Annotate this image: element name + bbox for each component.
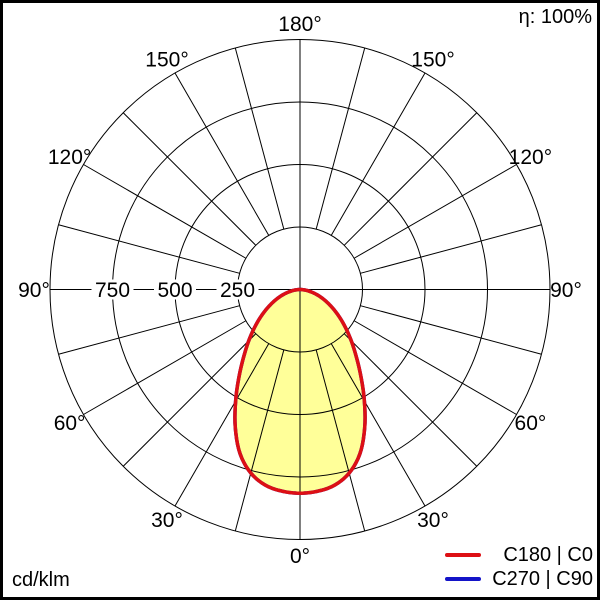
grid-spoke-285 — [58, 305, 240, 355]
ring-value-label-750: 750 — [95, 279, 130, 302]
grid-spoke-60 — [353, 320, 517, 415]
ring-value-label-500: 500 — [157, 279, 192, 302]
grid-spoke-210 — [174, 72, 270, 236]
angle-label-60-right: 60° — [515, 412, 547, 435]
curve-c180-c0 — [233, 287, 367, 495]
grid-spoke-30 — [330, 343, 426, 507]
grid-spoke-135 — [343, 112, 478, 246]
angle-label-150-right: 150° — [411, 48, 454, 71]
units-label: cd/klm — [12, 569, 70, 591]
angle-label-120-left: 120° — [48, 146, 91, 169]
ring-value-label-250: 250 — [220, 279, 255, 302]
ring-label-mask — [91, 279, 134, 300]
angle-label-150-left: 150° — [145, 48, 188, 71]
grid-spoke-15 — [315, 349, 366, 532]
grid-labels: 250 500 750 0° 30° 30° 60° 60° 90° 90° 120° 120° 150… — [18, 13, 582, 568]
legend-line-c180-c0-icon — [445, 553, 481, 557]
angle-label-180-right: 180° — [278, 13, 321, 36]
ring-label-mask — [216, 279, 259, 300]
grid-spoke-345 — [234, 349, 285, 532]
legend-line-c270-c90-icon — [445, 577, 481, 581]
angle-label-30-left: 30° — [151, 509, 183, 532]
legend-label-c180-c0: C180 | C0 — [503, 544, 593, 566]
angle-label-120-right: 120° — [509, 146, 552, 169]
grid-spoke-105 — [360, 224, 542, 274]
grid-spoke-75 — [360, 305, 542, 355]
grid-spoke-165 — [315, 47, 366, 230]
grid-spoke-255 — [58, 224, 240, 274]
grid-spoke-120 — [353, 164, 517, 259]
grid-spoke-45 — [343, 333, 478, 467]
grid-spoke-300 — [83, 320, 247, 415]
angle-label-60-left: 60° — [54, 412, 86, 435]
angle-label-30-right: 30° — [417, 509, 449, 532]
ring-label-mask — [154, 279, 196, 300]
efficiency-label: η: 100% — [518, 6, 592, 28]
intensity-curves — [233, 287, 367, 495]
legend-label-c270-c90: C270 | C90 — [492, 568, 593, 590]
grid-spoke-225 — [122, 112, 257, 246]
angle-label-90-right: 90° — [550, 279, 582, 302]
grid-spoke-150 — [330, 72, 426, 236]
grid-spoke-195 — [234, 47, 285, 230]
angle-label-90-left: 90° — [18, 279, 50, 302]
grid-spoke-240 — [83, 164, 247, 259]
grid-spoke-330 — [174, 343, 270, 507]
grid-spoke-315 — [122, 333, 257, 467]
angle-label-0-right: 0° — [290, 545, 310, 568]
